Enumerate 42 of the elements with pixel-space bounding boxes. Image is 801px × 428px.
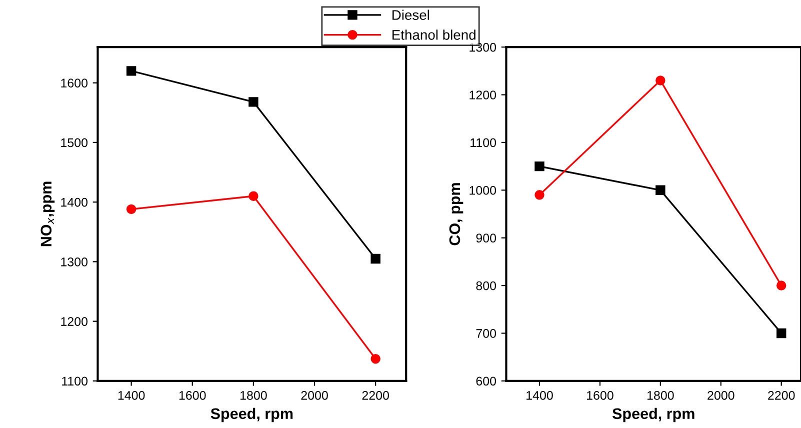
x-tick-label: 2000 — [301, 390, 328, 400]
point — [248, 191, 258, 201]
x-tick-label: 1600 — [587, 390, 614, 400]
y-tick-label: 1000 — [470, 186, 496, 195]
y-tick-label: 700 — [476, 329, 496, 338]
point — [370, 254, 380, 264]
y-tick-label: 800 — [476, 281, 496, 290]
point — [248, 97, 258, 107]
legend-label: Ethanol blend — [392, 30, 476, 40]
y-tick-label: 1100 — [62, 376, 88, 386]
point — [370, 354, 380, 364]
x-tick-label: 1800 — [647, 390, 674, 400]
y-tick-label: 1300 — [470, 42, 496, 52]
x-tick-label: 1800 — [240, 390, 267, 400]
y-tick-label: 1100 — [470, 138, 496, 148]
x-axis-title: Speed, rpm — [210, 408, 293, 422]
point — [776, 280, 786, 290]
x-tick-label: 1400 — [526, 390, 553, 400]
point — [656, 185, 666, 196]
y-tick-label: 1200 — [61, 317, 88, 326]
x-tick-label: 1400 — [118, 390, 145, 400]
point — [126, 204, 136, 214]
y-tick-label: 1600 — [61, 78, 88, 88]
y-tick-label: 1400 — [61, 198, 88, 207]
y-tick-label: 1200 — [470, 90, 496, 100]
y-tick-label: 600 — [476, 376, 496, 386]
y-axis-title: NO$_{x}$,ppm — [40, 182, 55, 246]
point — [656, 76, 666, 86]
legend-label: Diesel — [392, 10, 430, 20]
point — [776, 328, 786, 338]
x-tick-label: 2200 — [768, 390, 795, 400]
x-tick-label: 2200 — [362, 390, 389, 400]
point — [126, 66, 136, 76]
point — [534, 161, 544, 172]
point — [534, 190, 544, 200]
y-tick-label: 1500 — [61, 138, 88, 148]
y-axis-title: CO, ppm — [449, 183, 464, 246]
x-tick-label: 2000 — [708, 390, 734, 400]
x-axis-title: Speed, rpm — [612, 408, 694, 422]
x-tick-label: 1600 — [179, 390, 206, 400]
y-tick-label: 900 — [476, 234, 496, 242]
y-tick-label: 1300 — [61, 257, 88, 266]
